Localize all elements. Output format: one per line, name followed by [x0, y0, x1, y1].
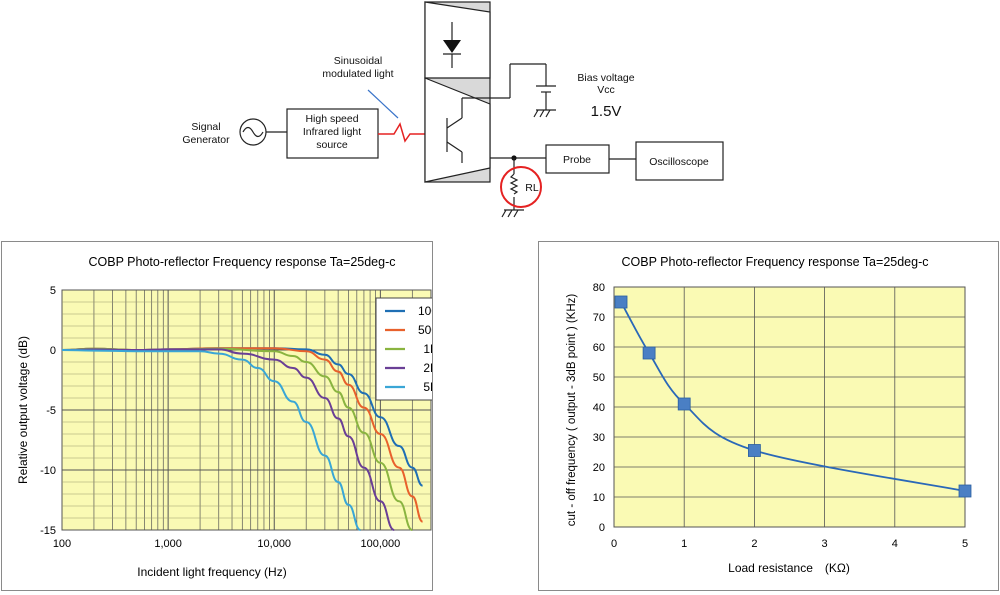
y-tick-label: 70: [593, 312, 605, 324]
y-tick-label: 0: [50, 345, 56, 357]
sine-wave: [242, 126, 264, 138]
series-lines: [61, 347, 424, 531]
legend: 100Ω 500Ω 1KΩ 2KΩ 5KΩ: [375, 297, 460, 401]
led-diode-icon: [443, 40, 461, 53]
frequency-response-chart: COBP Photo-reflector Frequency response …: [16, 255, 460, 579]
frequency-response-panel: COBP Photo-reflector Frequency response …: [1, 241, 460, 591]
y-tick-label: 30: [593, 432, 605, 444]
chart-title: COBP Photo-reflector Frequency response …: [88, 255, 395, 269]
x-tick-labels: 0 1 2 3 4 5: [611, 538, 968, 550]
y-tick-label: 50: [593, 372, 605, 384]
y-tick-label: 5: [50, 285, 56, 297]
series-line-2KΩ: [61, 348, 395, 531]
legend-label: 500Ω: [418, 323, 432, 337]
y-tick-labels: 0 10 20 30 40 50 60 70 80: [593, 282, 605, 534]
x-tick-label: 10,000: [257, 538, 291, 550]
ground-hatch: [501, 209, 507, 218]
ground-hatch: [545, 109, 551, 118]
probe-label: Probe: [563, 154, 591, 166]
x-axis-label: Incident light frequency (Hz): [137, 565, 286, 579]
x-tick-label: 1,000: [154, 538, 182, 550]
x-tick-labels: 100 1,000 10,000 100,000: [53, 538, 400, 550]
y-axis-label: cut - off frequency ( output - 3dB point…: [566, 294, 578, 527]
x-tick-label: 5: [962, 538, 968, 550]
bias-voltage-label: Bias voltage Vcc: [577, 72, 634, 96]
bias-value: 1.5V: [591, 103, 622, 120]
ground-hatch: [507, 209, 513, 218]
data-point-marker: [677, 397, 691, 411]
y-tick-label: 10: [593, 492, 605, 504]
data-point-marker: [747, 444, 761, 457]
legend-label: 2KΩ: [423, 361, 432, 375]
detector-section: [424, 77, 491, 183]
emitter: [446, 141, 463, 153]
x-tick-label: 4: [892, 538, 898, 550]
x-tick-label: 1: [681, 538, 687, 550]
resistor-icon: [509, 173, 519, 195]
oscilloscope-label: Oscilloscope: [649, 156, 709, 168]
light-signal-arrow: [378, 122, 433, 143]
y-tick-label: -15: [40, 525, 56, 537]
ground-hatch: [533, 109, 539, 118]
circuit-diagram: Signal Generator High speed Infrared light s…: [182, 1, 724, 218]
series-line-5KΩ: [61, 349, 361, 531]
rl-label: RL: [525, 182, 539, 194]
signal-generator-label: Signal Generator: [182, 121, 230, 146]
cutoff-frequency-chart: COBP Photo-reflector Frequency response …: [566, 255, 972, 575]
data-point-marker: [614, 295, 628, 309]
y-tick-label: 80: [593, 282, 605, 294]
rl-highlight: [500, 166, 542, 208]
data-point-marker: [642, 346, 656, 360]
y-tick-label: 0: [599, 522, 605, 534]
y-tick-labels: 5 0 -5 -10 -15: [40, 285, 56, 537]
legend-label: 5KΩ: [423, 380, 432, 394]
legend-label: 1KΩ: [423, 342, 432, 356]
collector: [446, 117, 463, 129]
ground-hatch: [513, 209, 519, 218]
light-source-label: High speed Infrared light source: [303, 113, 361, 151]
legend-label: 100Ω: [418, 304, 432, 318]
pointer-line: [367, 89, 399, 119]
y-tick-label: -10: [40, 465, 56, 477]
x-tick-label: 2: [751, 538, 757, 550]
x-tick-label: 0: [611, 538, 617, 550]
y-axis-label: Relative output voltage (dB): [16, 336, 30, 484]
x-tick-label: 100: [53, 538, 71, 550]
x-axis-label: Load resistance (KΩ): [728, 561, 850, 575]
cutoff-frequency-panel: COBP Photo-reflector Frequency response …: [538, 241, 999, 591]
x-tick-label: 100,000: [360, 538, 400, 550]
x-tick-label: 3: [822, 538, 828, 550]
modulated-light-label: Sinusoidal modulated light: [322, 55, 393, 80]
y-tick-label: 20: [593, 462, 605, 474]
y-tick-label: 40: [593, 402, 605, 414]
oscilloscope-box: [635, 141, 724, 181]
y-tick-label: 60: [593, 342, 605, 354]
ground-hatch: [539, 109, 545, 118]
data-point-marker: [958, 484, 972, 498]
y-tick-label: -5: [46, 405, 56, 417]
chart-title: COBP Photo-reflector Frequency response …: [621, 255, 928, 269]
data-markers: [614, 295, 972, 498]
